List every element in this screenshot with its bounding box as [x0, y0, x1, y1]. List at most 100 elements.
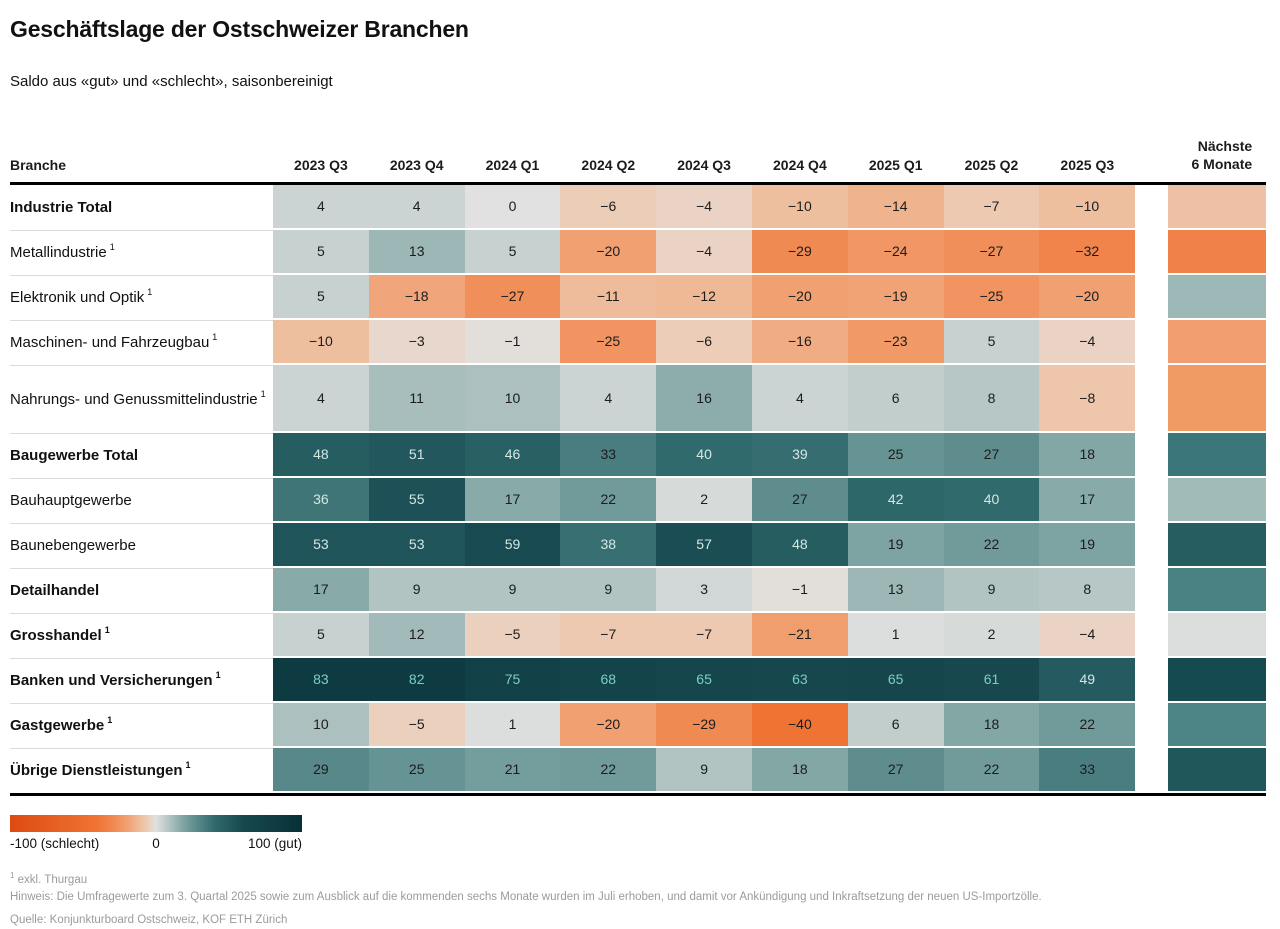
row-label: Banken und Versicherungen 1: [10, 658, 273, 703]
heatmap-cell: 65: [847, 658, 944, 703]
gap-column: [1135, 185, 1169, 230]
heatmap-cell: 39: [751, 433, 848, 478]
heatmap-cell: −12: [656, 275, 752, 320]
heatmap-cell: −20: [560, 230, 657, 275]
heatmap-cell: 17: [464, 478, 561, 523]
heatmap-cell: −7: [560, 613, 657, 658]
heatmap-cell: 18: [751, 748, 848, 793]
heatmap-cell: 3: [656, 568, 752, 613]
heatmap-cell: 22: [1039, 703, 1136, 748]
heatmap-cell: 1: [464, 703, 561, 748]
heatmap-cell: 5: [273, 230, 369, 275]
gap-column: [1135, 568, 1169, 613]
heatmap-cell: −4: [656, 185, 752, 230]
heatmap-cell: 1: [847, 613, 944, 658]
heatmap-cell: 53: [368, 523, 465, 568]
column-header-quarter: 2024 Q3: [677, 157, 731, 173]
legend-label-min: -100 (schlecht): [10, 836, 100, 851]
footnote-marker: 1: [104, 625, 110, 636]
heatmap-cell: 49: [1039, 658, 1136, 703]
gap-column: [1135, 523, 1169, 568]
heatmap-cell: 63: [751, 658, 848, 703]
next6-cell: [1168, 748, 1267, 793]
heatmap-cell: −23: [847, 320, 944, 365]
column-header-quarter: 2024 Q1: [485, 157, 540, 173]
heatmap-cell: −7: [656, 613, 752, 658]
heatmap-cell: 40: [943, 478, 1040, 523]
gap-column: [1135, 748, 1169, 793]
next6-cell: [1168, 320, 1267, 365]
heatmap-cell: 2: [943, 613, 1040, 658]
footnote-marker: 1: [10, 871, 15, 880]
heatmap-cell: 59: [464, 523, 561, 568]
footnotes: 1 exkl. Thurgau Hinweis: Die Umfragewert…: [10, 871, 1266, 926]
heatmap-cell: 10: [273, 703, 369, 748]
heatmap-cell: 2: [656, 478, 752, 523]
heatmap-cell: 36: [273, 478, 369, 523]
heatmap-cell: −25: [560, 320, 657, 365]
heatmap-cell: −29: [751, 230, 848, 275]
heatmap-cell: 13: [847, 568, 944, 613]
heatmap-cell: −4: [656, 230, 752, 275]
heatmap-cell: 9: [464, 568, 561, 613]
heatmap-cell: −5: [464, 613, 561, 658]
heatmap-cell: −1: [464, 320, 561, 365]
table-row: Gastgewerbe 1 10 −5 1 −20 −29 −40 6 18 22: [10, 703, 1267, 748]
heatmap-cell: 5: [273, 613, 369, 658]
heatmap-cell: 5: [273, 275, 369, 320]
footnote-marker: 1: [185, 760, 191, 771]
heatmap-cell: 68: [560, 658, 657, 703]
footnote-marker: 1: [212, 332, 218, 343]
row-label: Industrie Total: [10, 198, 113, 216]
heatmap-cell: 22: [943, 523, 1040, 568]
column-header-quarter: 2025 Q3: [1060, 157, 1115, 173]
gap-column: [1135, 478, 1169, 523]
table-row: Baugewerbe Total 48 51 46 33 40 39 25 27 18: [10, 433, 1267, 478]
table-row: Industrie Total 4 4 0 −6 −4 −10 −14 −7 −10: [10, 185, 1267, 230]
table-header-row: Branche 2023 Q3 2023 Q4 2024 Q1 2024 Q2 2024…: [10, 90, 1266, 185]
column-header-quarter: 2025 Q1: [868, 157, 923, 173]
column-header-quarter: 2023 Q3: [294, 157, 348, 173]
row-label: Gastgewerbe 1: [10, 703, 273, 748]
heatmap-cell: −7: [943, 185, 1040, 230]
next6-cell: [1168, 658, 1267, 703]
table-row: Detailhandel 17 9 9 9 3 −1 13 9 8: [10, 568, 1267, 613]
heatmap-cell: 4: [273, 365, 369, 433]
heatmap-cell: −5: [368, 703, 465, 748]
table-row: Baunebengewerbe 53 53 59 38 57 48 19 22 19: [10, 523, 1267, 568]
heatmap-cell: −20: [751, 275, 848, 320]
heatmap-cell: −4: [1039, 320, 1136, 365]
table-body: Industrie Total 4 4 0 −6 −4 −10 −14 −7 −10 Metalli…: [10, 185, 1267, 796]
heatmap-cell: 17: [1039, 478, 1136, 523]
table-row: Maschinen- und Fahrzeugbau 1 −10 −3 −1 −25 −6−…: [10, 320, 1267, 365]
heatmap-cell: −14: [847, 185, 944, 230]
heatmap-cell: 9: [656, 748, 752, 793]
heatmap-cell: −3: [368, 320, 465, 365]
heatmap-cell: 4: [751, 365, 848, 433]
gap-column: [1135, 230, 1169, 275]
heatmap-cell: 9: [560, 568, 657, 613]
heatmap-cell: 19: [847, 523, 944, 568]
heatmap-cell: 27: [847, 748, 944, 793]
heatmap-cell: 53: [273, 523, 369, 568]
next6-cell: [1168, 230, 1267, 275]
heatmap-cell: −6: [560, 185, 657, 230]
footnote-marker: 1: [147, 287, 153, 298]
column-header-quarter: 2025 Q2: [964, 157, 1019, 173]
footnote-marker: 1: [215, 670, 221, 681]
table-row: Elektronik und Optik 1 5 −18 −27 −11 −12 −20 −19…: [10, 275, 1267, 320]
heatmap-cell: −24: [847, 230, 944, 275]
heatmap-cell: −25: [943, 275, 1040, 320]
heatmap-cell: 75: [464, 658, 561, 703]
heatmap-cell: 22: [943, 748, 1040, 793]
gap-column: [1135, 613, 1169, 658]
heatmap-cell: 9: [943, 568, 1040, 613]
heatmap-cell: −4: [1039, 613, 1136, 658]
heatmap-cell: 27: [943, 433, 1040, 478]
heatmap-cell: 11: [368, 365, 465, 433]
heatmap-cell: 33: [560, 433, 657, 478]
row-label: Baugewerbe Total: [10, 433, 273, 478]
heatmap-cell: 25: [847, 433, 944, 478]
heatmap-cell: 57: [656, 523, 752, 568]
